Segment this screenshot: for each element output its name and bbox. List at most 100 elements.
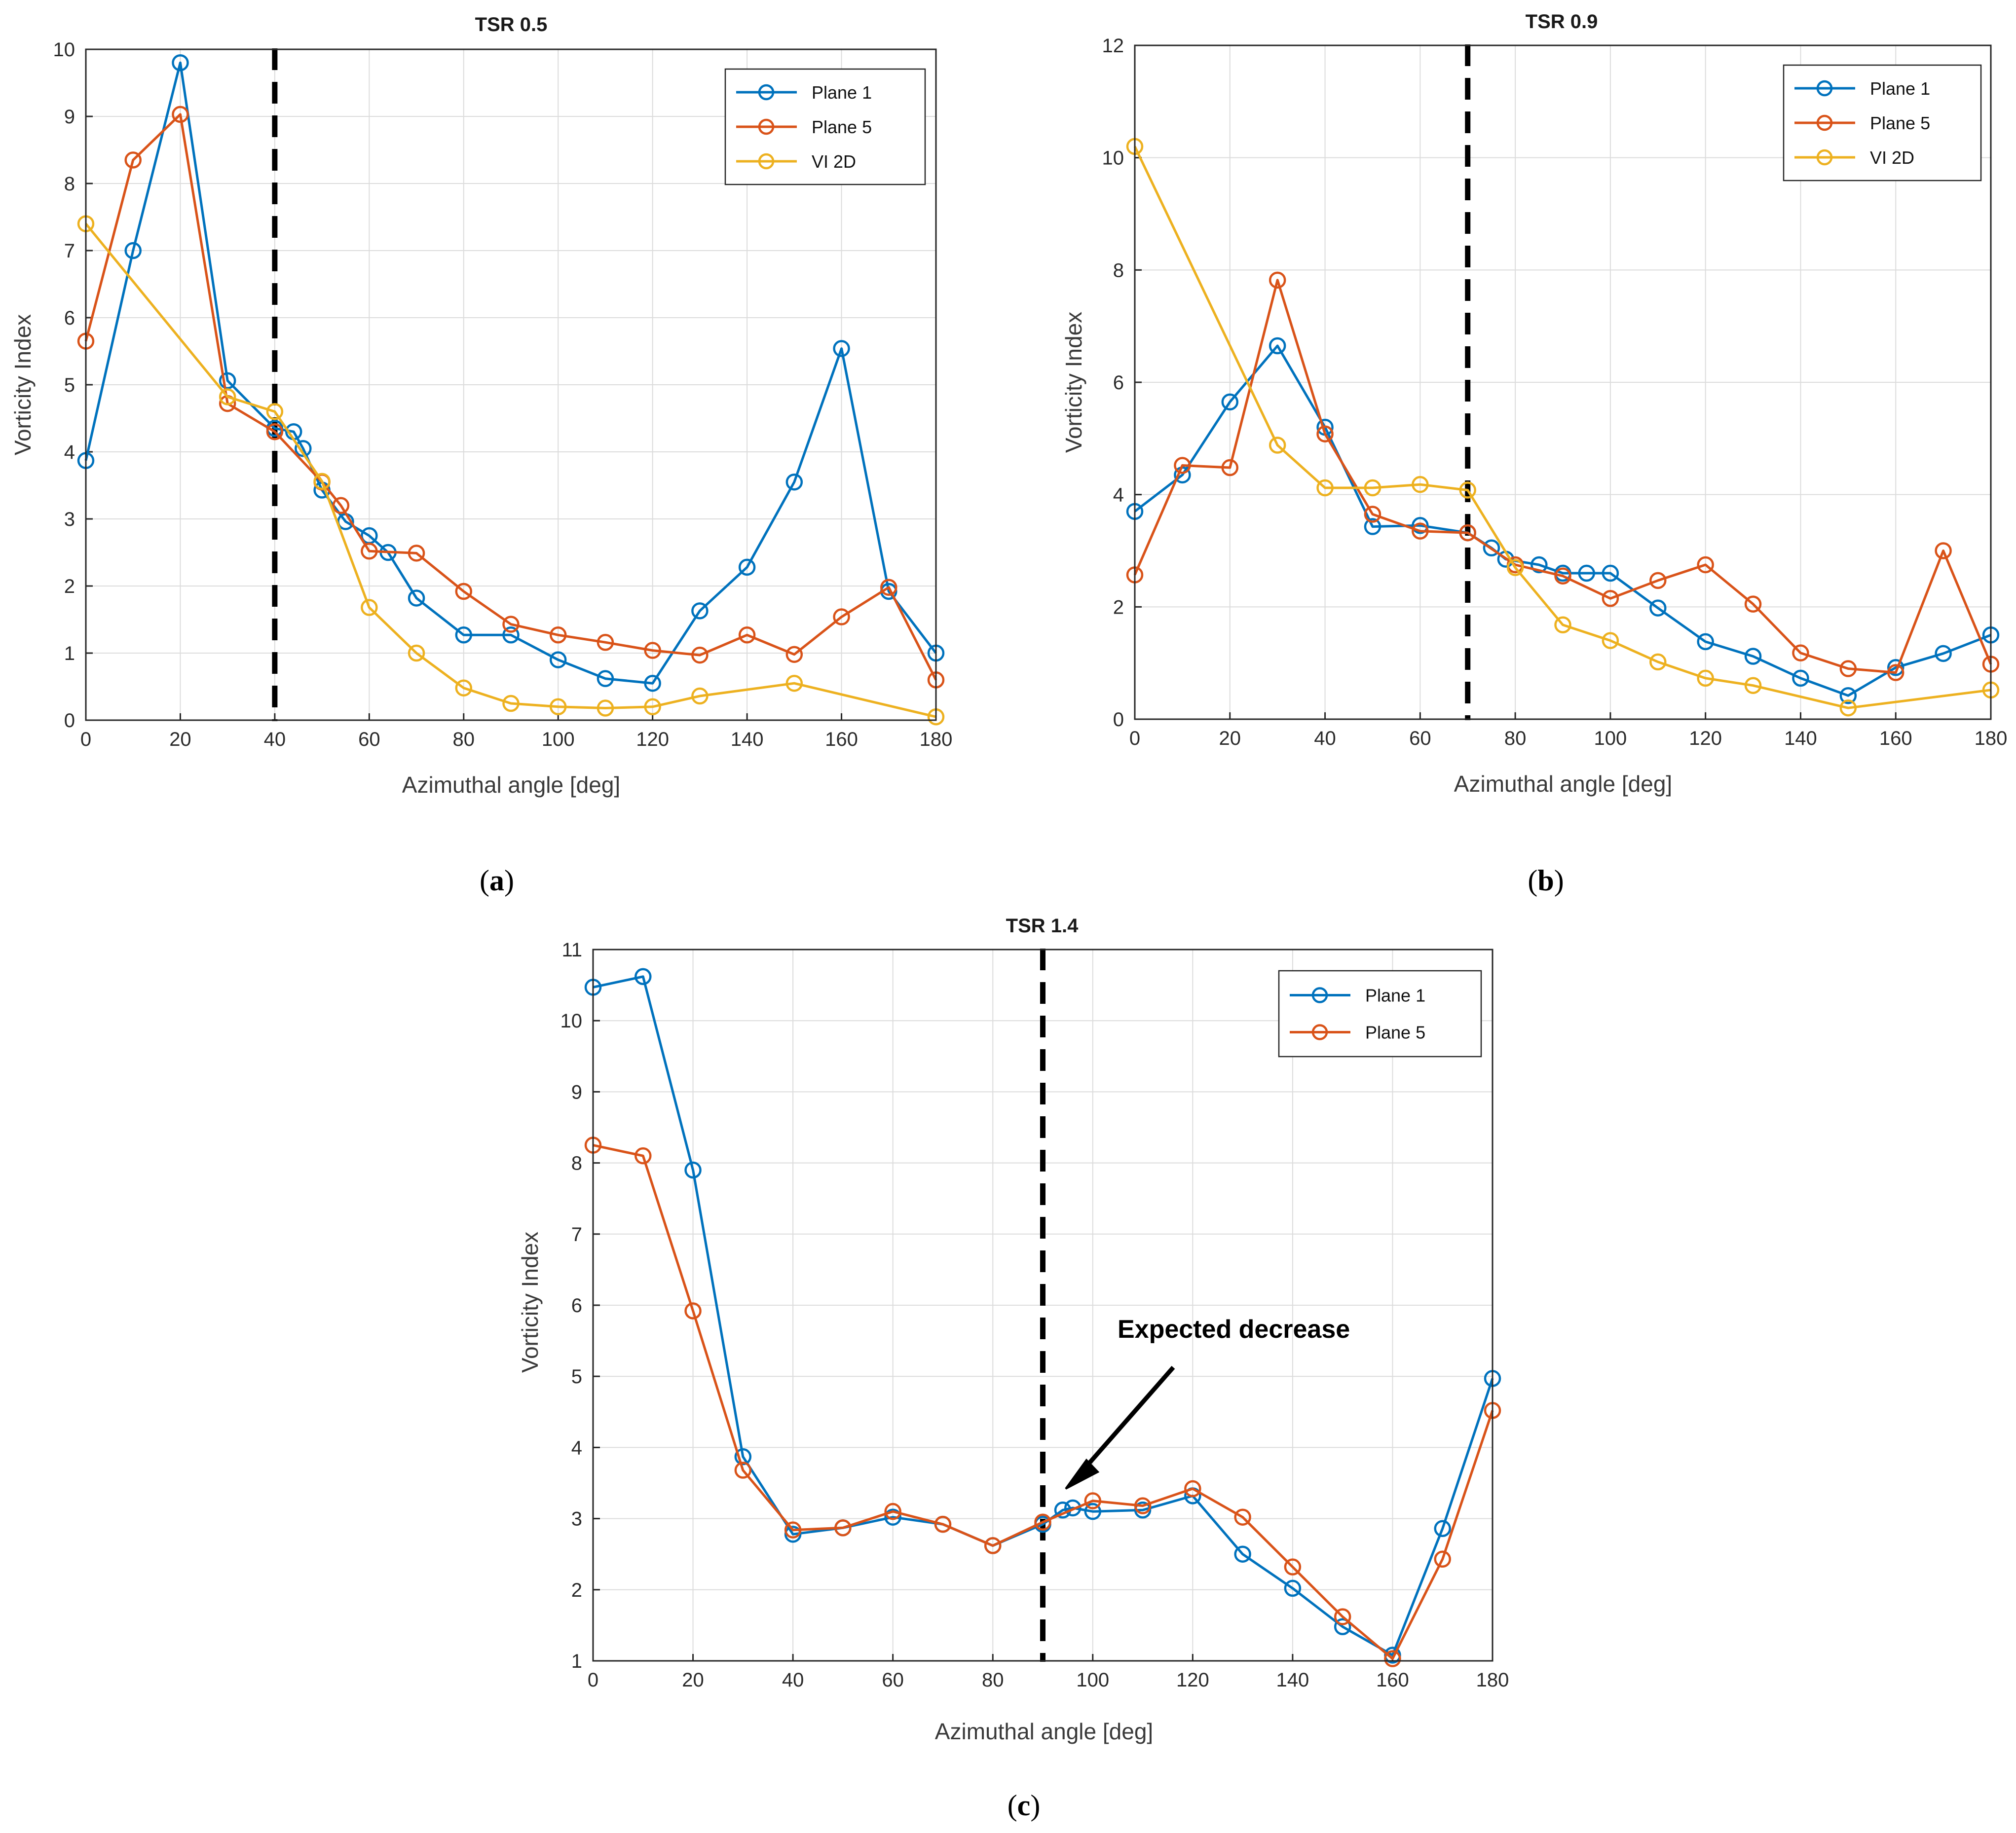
panel-a-x-tick-label: 0 (80, 729, 91, 750)
panel-a-series-plane-1-line (84, 61, 937, 685)
panel-a-series-plane-1-point (124, 242, 142, 259)
panel-b-series-plane-5-point (1602, 590, 1619, 607)
panel-a-series-plane-5-point (785, 646, 803, 663)
panel-a-series-plane-1-point (408, 589, 425, 607)
panel-a-series-vi-2d-point (502, 695, 520, 712)
panel-b-y-tick-label: 8 (1113, 259, 1124, 281)
panel-c-plot-frame (592, 949, 1493, 1662)
panel-c-series-plane-5-point (934, 1515, 952, 1533)
panel-a-grid (85, 49, 936, 721)
panel-c-series-plane-1-line (593, 975, 1494, 1656)
panel-c-x-axis-label: Azimuthal angle [deg] (935, 1719, 1153, 1744)
panel-a-legend-plane-1-label: Plane 1 (812, 82, 872, 103)
panel-a-plot-frame (85, 48, 937, 721)
panel-c-y-tick-label: 8 (571, 1153, 582, 1174)
panel-a-series-vi-2d-point (644, 698, 661, 716)
panel-a-series-plane-5-point (597, 633, 614, 651)
panel-a-series-plane-5-point (502, 616, 520, 633)
panel-a-x-ticks: 0 20 40 60 80 100 120 140 160 180 (80, 713, 953, 750)
panel-a-y-ticks: 0 1 2 3 4 5 6 7 8 9 10 (53, 39, 93, 732)
panel-b-x-tick-label: 180 (1975, 728, 2008, 749)
panel-b-title: TSR 0.9 (1526, 11, 1598, 33)
panel-b-series-plane-5-point (1697, 556, 1714, 574)
panel-b-series-plane-5-point (1364, 506, 1381, 523)
expected-decrease-arrow-head (1065, 1458, 1100, 1490)
panel-a-y-tick-label: 1 (64, 643, 75, 664)
panel-b-x-tick-label: 160 (1879, 728, 1912, 749)
panel-c-series (584, 968, 1501, 1667)
panel-a-series-vi-2d-point (266, 403, 284, 420)
panel-c-series-plane-1-point (1284, 1579, 1302, 1597)
panel-c-y-tick-label: 5 (571, 1366, 582, 1388)
panel-b-y-tick-label: 6 (1113, 372, 1124, 394)
panel-b-series-plane-1-point (1269, 337, 1286, 355)
panel-c-series-plane-1-point (1434, 1520, 1451, 1538)
panel-b-series-plane-5-point (1221, 459, 1239, 477)
panel-b-series-plane-1-point (1697, 633, 1714, 651)
panel-c-y-tick-label: 10 (560, 1010, 583, 1032)
panel-b-y-axis-label: Vorticity Index (1061, 312, 1086, 453)
panel-a-x-tick-label: 140 (731, 729, 764, 750)
panel-b-x-tick-label: 0 (1129, 728, 1140, 749)
panel-b-x-axis-label: Azimuthal angle [deg] (1454, 771, 1672, 797)
panel-c-series-plane-5-point (1384, 1650, 1401, 1667)
panel-a-series-plane-1-point (691, 602, 709, 620)
panel-c-series-plane-5-point (1284, 1558, 1302, 1576)
panel-a-series (77, 54, 945, 726)
panel-a-legend-plane-1-marker (758, 84, 775, 101)
panel-c-x-tick-label: 40 (782, 1669, 804, 1691)
panel-b-series-plane-1-point (1531, 556, 1548, 574)
panel-c-title: TSR 1.4 (1006, 915, 1079, 937)
panel-b-series-plane-5-line (1133, 279, 1992, 674)
panel-a-series-plane-5-point (880, 579, 897, 596)
panel-b-series-plane-5-point (1744, 595, 1762, 613)
panel-c-annotation: Expected decrease (1065, 1315, 1350, 1490)
panel-c-y-tick-label: 4 (571, 1437, 582, 1459)
panel-b-series-plane-1-point (1887, 659, 1904, 676)
panel-c-x-tick-label: 0 (588, 1669, 598, 1691)
panel-a-series-plane-5-point (172, 106, 189, 123)
panel-c-y-tick-label: 2 (571, 1579, 582, 1601)
panel-a-x-tick-label: 60 (358, 729, 380, 750)
panel-b-series-plane-1-point (1483, 539, 1500, 557)
panel-b-series-plane-1-point (1221, 393, 1239, 411)
panel-b-series-plane-5-point (1887, 664, 1904, 681)
panel-a-series-plane-1-point (597, 670, 614, 687)
panel-a-x-tick-label: 180 (920, 729, 953, 750)
panel-a-series-vi-2d-point (549, 698, 567, 716)
panel-a-legend: Plane 1 Plane 5 VI 2D (724, 68, 926, 185)
panel-c-series-plane-1-point (884, 1508, 901, 1526)
panel-a-y-tick-label: 8 (64, 173, 75, 195)
panel-c-y-tick-label: 7 (571, 1224, 582, 1246)
panel-a-y-tick-label: 5 (64, 374, 75, 396)
panel-b-series-plane-1-point (1839, 687, 1857, 704)
panel-b-x-tick-label: 100 (1594, 728, 1627, 749)
panel-a-series-plane-1-point (785, 473, 803, 491)
panel-c-x-tick-label: 20 (682, 1669, 704, 1691)
panel-a-series-plane-5-point (408, 545, 425, 562)
panel-b-x-tick-label: 140 (1784, 728, 1817, 749)
panel-a-series-plane-5-point (332, 497, 350, 514)
panel-b-series-plane-1-point (1649, 599, 1667, 617)
panel-b-series-plane-1-point (1602, 564, 1619, 582)
panel-b-legend-plane-1-label: Plane 1 (1870, 78, 1930, 99)
panel-b-x-tick-label: 60 (1409, 728, 1431, 749)
panel-a-x-tick-label: 20 (169, 729, 191, 750)
panel-a-y-tick-label: 9 (64, 106, 75, 128)
panel-c-x-tick-label: 160 (1376, 1669, 1409, 1691)
panel-b-series-plane-5-point (1792, 644, 1809, 661)
panel-a-series-plane-5-point (691, 646, 709, 664)
panel-b-x-tick-label: 20 (1219, 728, 1241, 749)
panel-b-legend-plane-5-label: Plane 5 (1870, 113, 1930, 133)
panel-a-series-plane-1-point (549, 651, 567, 668)
panel-b-series (1126, 138, 2000, 717)
panel-b-series-vi-2d-point (1316, 479, 1334, 497)
panel-b-series-plane-1-point (1792, 669, 1809, 687)
panel-b-series-plane-1-point (1935, 645, 1952, 662)
panel-a-y-tick-label: 7 (64, 240, 75, 262)
panel-a-title: TSR 0.5 (475, 14, 548, 36)
panel-a-series-plane-5-line (84, 113, 937, 681)
panel-c-series-plane-1-point (1234, 1545, 1251, 1563)
panel-b-series-vi-2d-point (1554, 616, 1571, 634)
